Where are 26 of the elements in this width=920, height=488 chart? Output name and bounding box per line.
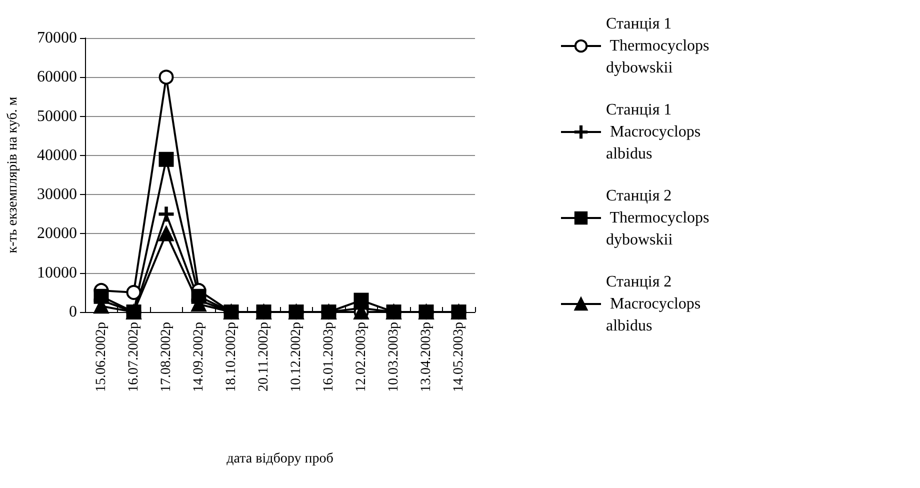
y-tick-label: 30000 <box>37 186 77 204</box>
legend-label: Станція 1 Thermocyclops dybowskii <box>606 16 714 76</box>
y-axis-title: к-ть екземплярів на куб. м <box>6 96 20 254</box>
x-tick-label: 10.03.2003р <box>386 322 402 392</box>
x-tick-label: 18.10.2002р <box>224 322 239 392</box>
y-tick-label: 10000 <box>37 264 77 282</box>
y-tick-label: 50000 <box>37 108 77 125</box>
x-axis-title: дата відбору проб <box>226 452 334 466</box>
x-tick-label: 20.11.2002р <box>256 322 272 392</box>
x-tick-label: 13.04.2003р <box>418 322 434 392</box>
x-tick-label: 12.02.2003р <box>354 322 369 392</box>
y-tick-label: 20000 <box>37 225 77 242</box>
x-tick-label: 15.06.2002р <box>94 322 109 392</box>
y-tick-label: 0 <box>69 304 77 320</box>
y-tick-label: 40000 <box>37 146 77 164</box>
x-tick-label: 10.12.2002р <box>288 322 304 392</box>
x-tick-label: 16.07.2002р <box>126 322 142 392</box>
y-tick-label: 70000 <box>37 30 77 46</box>
legend-label: Станція 1 Macrocyclops albidus <box>606 102 705 162</box>
legend-label: Станція 2 Thermocyclops dybowskii <box>606 188 714 248</box>
x-tick-label: 14.05.2003р <box>451 322 466 392</box>
legend-label: Станція 2 Macrocyclops albidus <box>606 274 705 334</box>
y-tick-label: 60000 <box>37 68 77 86</box>
x-tick-label: 14.09.2002р <box>191 322 206 392</box>
x-tick-label: 16.01.2003р <box>321 322 336 392</box>
x-tick-label: 17.08.2002р <box>158 322 174 392</box>
